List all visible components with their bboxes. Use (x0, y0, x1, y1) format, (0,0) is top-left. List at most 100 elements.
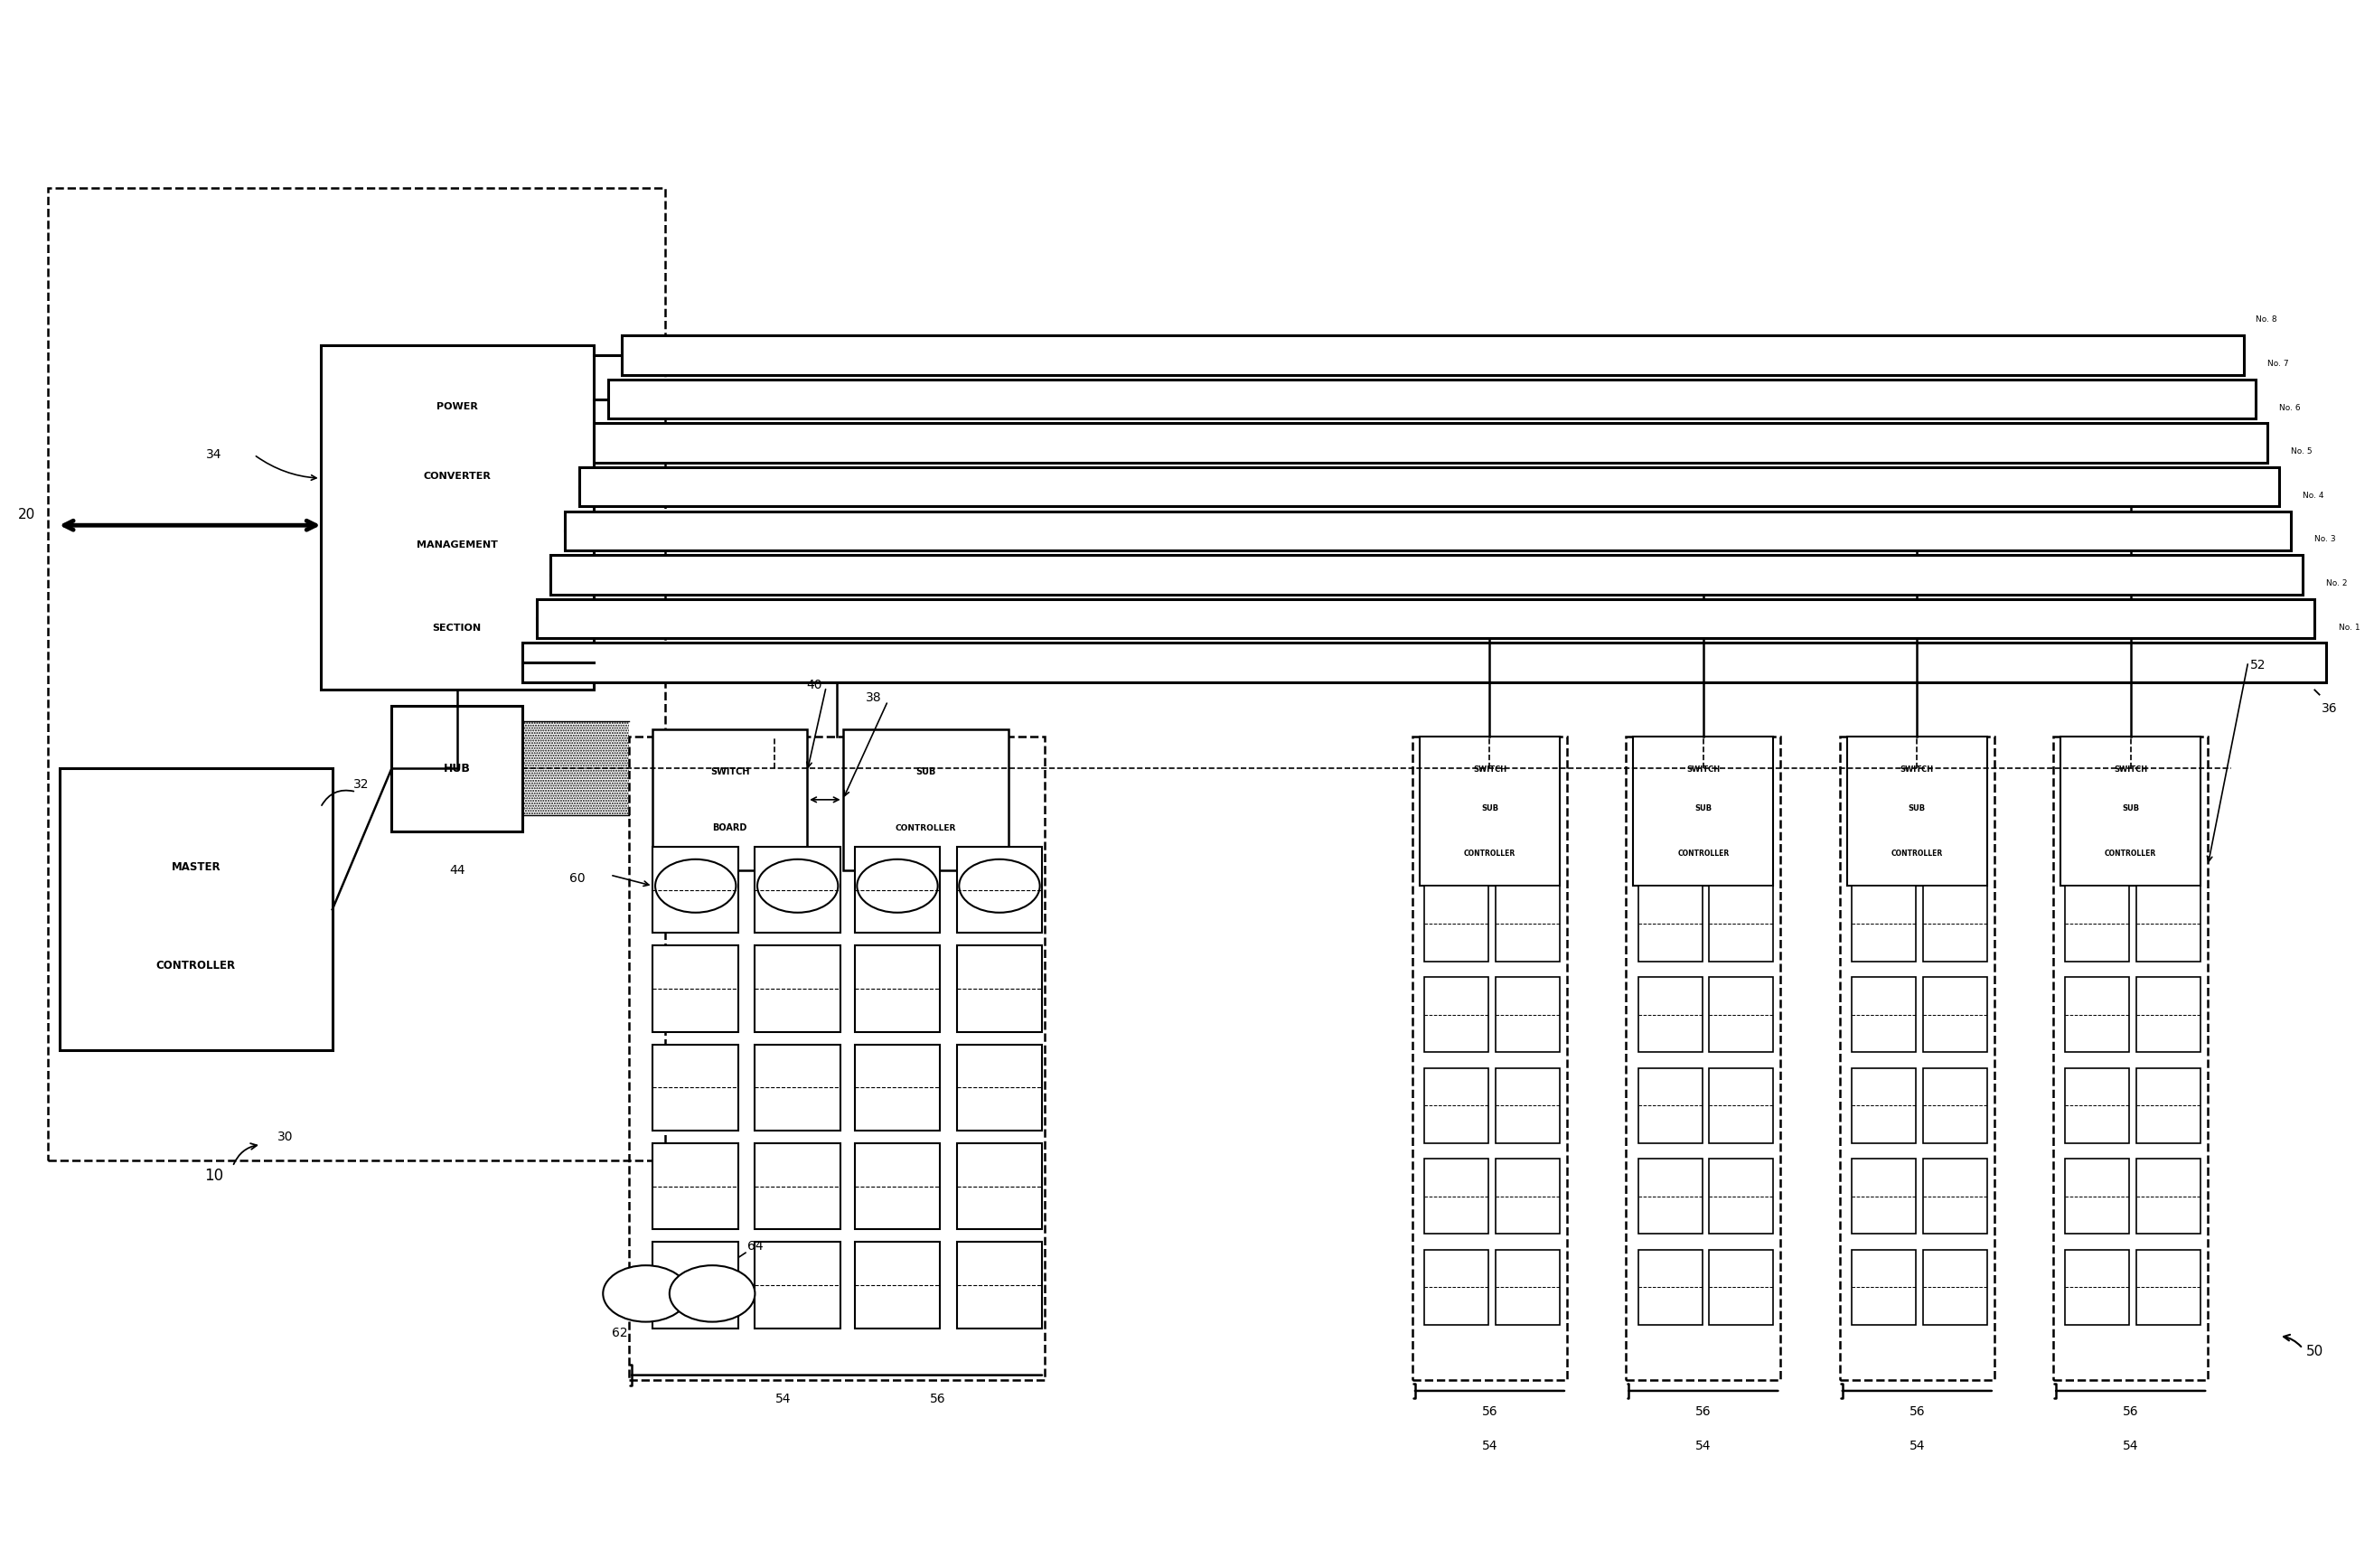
Bar (1638, 1159, 1702, 1234)
Text: No. 5: No. 5 (2291, 447, 2312, 456)
Text: No. 1: No. 1 (2338, 622, 2360, 632)
Bar (1709, 1068, 1773, 1143)
Text: 38: 38 (867, 691, 881, 704)
Text: 54: 54 (1481, 1439, 1498, 1452)
Text: 44: 44 (449, 864, 465, 877)
Bar (1496, 1068, 1560, 1143)
Bar (855, 946, 940, 1032)
Text: 34: 34 (207, 448, 221, 461)
Bar (594, 423, 2267, 463)
Bar (1709, 886, 1773, 961)
Bar (755, 1143, 840, 1229)
Bar (608, 379, 2255, 419)
Bar (1638, 1068, 1702, 1143)
Bar (755, 847, 840, 933)
Bar (2137, 1159, 2201, 1234)
Bar (653, 1044, 738, 1131)
Bar (855, 847, 940, 933)
Text: CONTROLLER: CONTROLLER (1465, 850, 1515, 858)
Circle shape (603, 1265, 688, 1322)
Text: SUB: SUB (1695, 804, 1712, 812)
Bar (59, 768, 332, 1051)
Text: 60: 60 (570, 872, 584, 884)
Bar (843, 729, 1009, 870)
Text: 54: 54 (1695, 1439, 1712, 1452)
Bar (1638, 977, 1702, 1052)
Text: POWER: POWER (437, 403, 477, 411)
Bar (1847, 737, 1987, 886)
Text: HUB: HUB (444, 762, 470, 775)
Bar (2065, 886, 2129, 961)
Text: 20: 20 (19, 508, 36, 521)
Text: SUB: SUB (916, 767, 935, 776)
Bar (957, 847, 1042, 933)
Bar (957, 1143, 1042, 1229)
Bar (2065, 1250, 2129, 1325)
Text: CONVERTER: CONVERTER (423, 472, 491, 480)
Bar (629, 737, 1045, 1380)
Bar (579, 467, 2279, 506)
Bar (755, 946, 840, 1032)
Bar (522, 721, 629, 815)
Bar (622, 336, 2243, 375)
Bar (1923, 977, 1987, 1052)
Bar (522, 643, 2327, 682)
Bar (565, 511, 2291, 550)
Bar (1852, 1068, 1916, 1143)
Bar (1709, 977, 1773, 1052)
Bar (2054, 737, 2208, 1380)
Bar (653, 847, 738, 933)
Text: 64: 64 (748, 1240, 762, 1253)
Bar (2137, 886, 2201, 961)
Bar (2065, 1068, 2129, 1143)
Bar (653, 1143, 738, 1229)
Bar (755, 1044, 840, 1131)
Text: 54: 54 (1909, 1439, 1925, 1452)
Text: CONTROLLER: CONTROLLER (1678, 850, 1728, 858)
Text: No. 8: No. 8 (2255, 315, 2277, 325)
Bar (320, 345, 594, 690)
Bar (1923, 1159, 1987, 1234)
Bar (653, 729, 807, 870)
Bar (755, 1242, 840, 1328)
Text: SECTION: SECTION (432, 624, 482, 632)
Bar (2137, 1068, 2201, 1143)
Text: CONTROLLER: CONTROLLER (157, 960, 235, 972)
Bar (1852, 977, 1916, 1052)
Bar (392, 706, 522, 831)
Circle shape (669, 1265, 755, 1322)
Bar (551, 555, 2303, 594)
Text: SWITCH: SWITCH (1686, 765, 1721, 773)
Text: No. 7: No. 7 (2267, 359, 2289, 368)
Bar (1840, 737, 1994, 1380)
Text: No. 2: No. 2 (2327, 579, 2348, 588)
Text: CONTROLLER: CONTROLLER (1892, 850, 1942, 858)
Text: No. 6: No. 6 (2279, 403, 2300, 412)
Text: CONTROLLER: CONTROLLER (895, 823, 957, 833)
Bar (855, 1143, 940, 1229)
Bar (1424, 1068, 1488, 1143)
Bar (1638, 1250, 1702, 1325)
Bar (1638, 886, 1702, 961)
Text: SUB: SUB (1481, 804, 1498, 812)
Text: 62: 62 (612, 1327, 627, 1339)
Text: 56: 56 (931, 1392, 945, 1405)
Text: 56: 56 (1909, 1405, 1925, 1417)
Text: No. 4: No. 4 (2303, 491, 2324, 500)
Text: No. 3: No. 3 (2315, 535, 2336, 544)
Bar (2137, 977, 2201, 1052)
Text: 40: 40 (807, 679, 821, 691)
Bar (957, 1242, 1042, 1328)
Circle shape (655, 859, 736, 913)
Bar (1852, 886, 1916, 961)
Bar (47, 188, 665, 1160)
Circle shape (959, 859, 1040, 913)
Bar (1633, 737, 1773, 886)
Circle shape (857, 859, 938, 913)
Bar (1923, 1250, 1987, 1325)
Bar (1424, 1159, 1488, 1234)
Bar (1709, 1159, 1773, 1234)
Bar (957, 1044, 1042, 1131)
Bar (1709, 1250, 1773, 1325)
Text: 54: 54 (2122, 1439, 2139, 1452)
